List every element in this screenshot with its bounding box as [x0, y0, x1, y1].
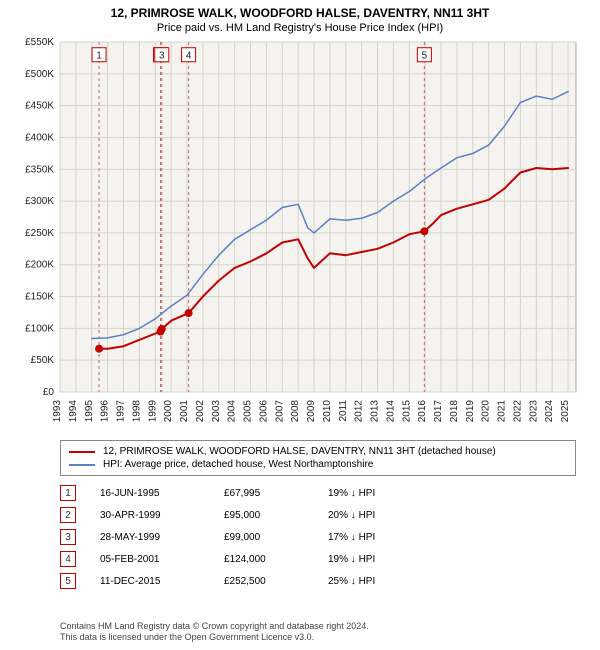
x-tick-label: 2022 [512, 400, 523, 423]
x-tick-label: 2015 [401, 400, 412, 423]
x-tick-label: 2012 [354, 400, 365, 423]
sale-hpi-diff: 19% ↓ HPI [328, 554, 408, 565]
sales-row: 5 11-DEC-2015 £252,500 25% ↓ HPI [60, 570, 576, 592]
sale-price: £95,000 [224, 510, 304, 521]
sale-hpi-diff: 19% ↓ HPI [328, 488, 408, 499]
x-tick-label: 2023 [528, 400, 539, 423]
x-tick-label: 2004 [227, 400, 238, 423]
sale-date: 05-FEB-2001 [100, 554, 200, 565]
chart-title: 12, PRIMROSE WALK, WOODFORD HALSE, DAVEN… [0, 0, 600, 20]
x-tick-label: 2008 [290, 400, 301, 423]
x-tick-label: 2024 [544, 400, 555, 423]
sales-table: 1 16-JUN-1995 £67,995 19% ↓ HPI 2 30-APR-1999… [60, 482, 576, 592]
footnote-line-1: Contains HM Land Registry data © Crown c… [60, 621, 369, 633]
y-tick-label: £350K [25, 164, 54, 175]
sale-price: £67,995 [224, 488, 304, 499]
x-tick-label: 1993 [52, 400, 63, 423]
x-tick-label: 2010 [322, 400, 333, 423]
x-tick-label: 2020 [481, 400, 492, 423]
y-tick-label: £0 [43, 387, 55, 398]
x-tick-label: 2000 [163, 400, 174, 423]
sale-price: £99,000 [224, 532, 304, 543]
chart-area: £0 £50K £100K £150K £200K £250K £300K £350K £400… [0, 34, 600, 434]
sale-price: £124,000 [224, 554, 304, 565]
sale-date: 11-DEC-2015 [100, 576, 200, 587]
sale-hpi-diff: 17% ↓ HPI [328, 532, 408, 543]
x-tick-label: 2014 [385, 400, 396, 423]
y-tick-label: £250K [25, 228, 54, 239]
footnote-line-2: This data is licensed under the Open Gov… [60, 632, 369, 644]
sale-marker-number: 3 [159, 51, 165, 62]
x-tick-label: 2017 [433, 400, 444, 423]
line-chart: £0 £50K £100K £150K £200K £250K £300K £350K £400… [0, 34, 600, 434]
sale-date: 28-MAY-1999 [100, 532, 200, 543]
sale-date: 16-JUN-1995 [100, 488, 200, 499]
x-tick-label: 1998 [131, 400, 142, 423]
y-tick-label: £300K [25, 196, 54, 207]
y-tick-label: £450K [25, 101, 54, 112]
legend: 12, PRIMROSE WALK, WOODFORD HALSE, DAVEN… [60, 440, 576, 476]
x-tick-label: 2005 [243, 400, 254, 423]
x-tick-label: 2013 [370, 400, 381, 423]
sales-row: 4 05-FEB-2001 £124,000 19% ↓ HPI [60, 548, 576, 570]
legend-item: 12, PRIMROSE WALK, WOODFORD HALSE, DAVEN… [69, 445, 567, 458]
sales-row: 3 28-MAY-1999 £99,000 17% ↓ HPI [60, 526, 576, 548]
x-tick-label: 2002 [195, 400, 206, 423]
x-tick-label: 1996 [100, 400, 111, 423]
sale-marker-number: 4 [186, 51, 192, 62]
x-tick-label: 2018 [449, 400, 460, 423]
x-tick-label: 2003 [211, 400, 222, 423]
sale-index-box: 4 [60, 551, 76, 567]
x-tick-label: 2021 [497, 400, 508, 423]
y-tick-label: £50K [31, 355, 55, 366]
y-tick-label: £550K [25, 37, 54, 48]
y-tick-label: £500K [25, 69, 54, 80]
y-tick-label: £200K [25, 260, 54, 271]
x-tick-label: 1995 [84, 400, 95, 423]
sale-marker-number: 1 [96, 51, 102, 62]
y-tick-label: £400K [25, 132, 54, 143]
chart-subtitle: Price paid vs. HM Land Registry's House … [0, 20, 600, 34]
legend-swatch [69, 451, 95, 453]
sale-index-box: 2 [60, 507, 76, 523]
x-tick-label: 1999 [147, 400, 158, 423]
legend-label: 12, PRIMROSE WALK, WOODFORD HALSE, DAVEN… [103, 446, 496, 457]
legend-item: HPI: Average price, detached house, West… [69, 458, 567, 471]
x-tick-label: 2001 [179, 400, 190, 423]
x-tick-label: 2025 [560, 400, 571, 423]
sale-index-box: 1 [60, 485, 76, 501]
x-tick-label: 2016 [417, 400, 428, 423]
sales-row: 1 16-JUN-1995 £67,995 19% ↓ HPI [60, 482, 576, 504]
sale-index-box: 3 [60, 529, 76, 545]
x-tick-label: 2006 [258, 400, 269, 423]
legend-label: HPI: Average price, detached house, West… [103, 459, 373, 470]
sales-row: 2 30-APR-1999 £95,000 20% ↓ HPI [60, 504, 576, 526]
x-tick-label: 2009 [306, 400, 317, 423]
sale-hpi-diff: 25% ↓ HPI [328, 576, 408, 587]
sale-date: 30-APR-1999 [100, 510, 200, 521]
sale-marker-number: 5 [422, 51, 428, 62]
sale-price: £252,500 [224, 576, 304, 587]
x-tick-label: 2019 [465, 400, 476, 423]
x-tick-label: 1997 [116, 400, 127, 423]
y-tick-label: £150K [25, 292, 54, 303]
x-tick-label: 2011 [338, 400, 349, 422]
sale-index-box: 5 [60, 573, 76, 589]
legend-swatch [69, 464, 95, 466]
footnote: Contains HM Land Registry data © Crown c… [60, 621, 369, 644]
plot-background [60, 42, 576, 392]
page: { "title": "12, PRIMROSE WALK, WOODFORD … [0, 0, 600, 650]
y-tick-label: £100K [25, 323, 54, 334]
x-tick-label: 1994 [68, 400, 79, 423]
x-tick-label: 2007 [274, 400, 285, 423]
sale-hpi-diff: 20% ↓ HPI [328, 510, 408, 521]
